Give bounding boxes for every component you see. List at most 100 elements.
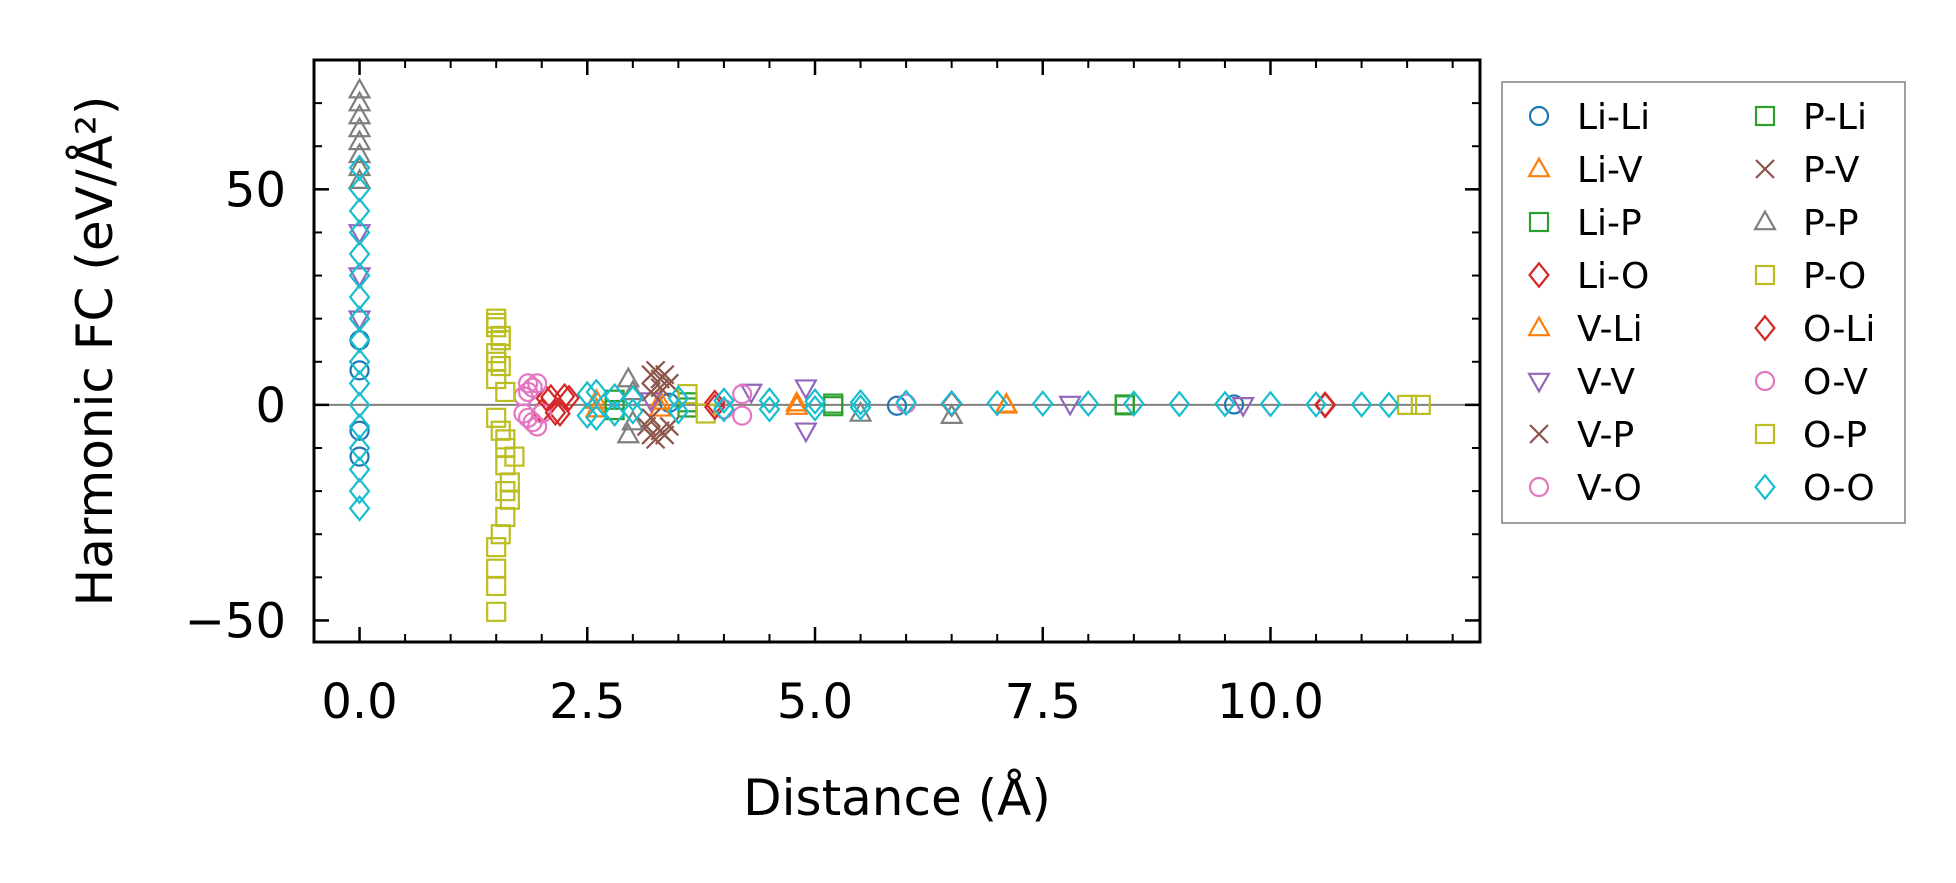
data-point: [667, 384, 690, 412]
data-point: [549, 400, 571, 427]
legend-marker: [1754, 473, 1776, 501]
data-point: [986, 389, 1009, 417]
data-point: [527, 373, 548, 394]
data-point: [994, 392, 1019, 414]
data-point: [794, 379, 818, 401]
legend-label: V-V: [1577, 362, 1635, 403]
data-point: [695, 403, 716, 424]
legend-item-v-p: V-P: [1529, 415, 1634, 456]
legend: Li-Li Li-V Li-P Li-O V-Li V-V V-P V-O P-Li P-V P-P…: [1501, 81, 1906, 524]
data-point: [348, 218, 371, 246]
y-tick-label: 50: [225, 162, 286, 218]
data-point: [348, 240, 371, 268]
data-point: [804, 394, 826, 422]
data-point: [713, 395, 735, 423]
data-point: [1031, 390, 1054, 418]
data-point: [1350, 391, 1373, 418]
data-point: [349, 330, 370, 351]
legend-item-v-li: V-Li: [1527, 309, 1643, 350]
data-point: [348, 412, 371, 440]
data-point: [732, 384, 753, 405]
data-point: [1259, 390, 1282, 418]
data-point: [347, 129, 372, 151]
data-point: [347, 77, 372, 99]
data-point: [522, 377, 543, 398]
legend-item-li-li: Li-Li: [1528, 97, 1650, 138]
legend-item-p-li: P-Li: [1754, 97, 1867, 138]
data-point: [486, 601, 507, 622]
data-point: [490, 330, 511, 351]
legend-label: P-Li: [1803, 97, 1867, 138]
data-point: [535, 384, 558, 412]
data-point: [486, 558, 507, 579]
data-point: [1114, 395, 1135, 416]
data-point: [347, 310, 372, 332]
data-point: [495, 481, 516, 502]
data-point: [1231, 397, 1255, 418]
legend-marker: [1529, 424, 1549, 444]
data-point: [713, 387, 735, 415]
legend-item-li-p: Li-P: [1528, 203, 1642, 244]
legend-label: V-P: [1577, 415, 1634, 456]
legend-item-p-v: P-V: [1755, 150, 1860, 191]
data-point: [739, 383, 764, 405]
legend-label: Li-Li: [1577, 97, 1650, 138]
data-point: [886, 395, 908, 416]
legend-label: P-P: [1803, 203, 1859, 244]
data-point: [758, 387, 781, 415]
legend-label: O-O: [1803, 468, 1875, 509]
data-point: [347, 224, 372, 246]
legend-marker: [1753, 209, 1777, 231]
data-point: [495, 381, 516, 403]
plot-frame: [312, 58, 1482, 644]
data-point: [348, 305, 371, 333]
data-point: [804, 387, 826, 415]
legend-marker: [1527, 372, 1551, 394]
data-point: [758, 395, 781, 423]
data-point: [585, 404, 608, 432]
y-axis-title: Harmonic FC (eV/Å²): [66, 96, 124, 607]
data-point: [849, 394, 872, 421]
data-point: [558, 384, 580, 412]
data-point: [544, 399, 567, 427]
legend-label: Li-V: [1577, 150, 1643, 191]
data-point: [348, 283, 371, 311]
data-point: [348, 391, 371, 419]
legend-item-li-o: Li-O: [1528, 256, 1649, 297]
data-point: [785, 390, 809, 412]
legend-marker: [1528, 211, 1550, 233]
data-point: [1378, 391, 1400, 419]
data-point: [553, 382, 576, 410]
legend-item-li-v: Li-V: [1527, 150, 1643, 191]
data-point: [1314, 391, 1337, 419]
legend-item-p-o: P-O: [1754, 256, 1866, 297]
legend-item-o-p: O-P: [1754, 415, 1867, 456]
legend-item-o-o: O-O: [1754, 468, 1875, 509]
series-p-o: [486, 308, 716, 622]
series-v-v: [347, 224, 1255, 444]
data-point: [348, 369, 371, 397]
legend-marker: [1527, 156, 1551, 178]
legend-label: O-P: [1803, 415, 1867, 456]
data-point: [347, 168, 372, 190]
legend-marker: [1754, 423, 1776, 445]
data-point: [585, 378, 608, 406]
legend-label: Li-O: [1577, 256, 1649, 297]
legend-label: P-O: [1803, 256, 1866, 297]
data-point: [517, 373, 539, 394]
data-point: [490, 325, 511, 347]
data-point: [667, 397, 690, 425]
x-axis-title: Distance (Å): [743, 769, 1051, 827]
data-point: [348, 477, 371, 505]
data-point: [348, 434, 371, 462]
data-point: [732, 405, 753, 426]
data-point: [1058, 395, 1082, 417]
data-point: [495, 506, 516, 528]
data-point: [486, 351, 507, 372]
legend-item-o-li: O-Li: [1754, 309, 1875, 350]
series-o-o: [348, 154, 1400, 522]
data-point: [348, 262, 371, 290]
data-point: [621, 409, 645, 431]
data-point: [347, 90, 372, 112]
data-point: [621, 384, 644, 412]
